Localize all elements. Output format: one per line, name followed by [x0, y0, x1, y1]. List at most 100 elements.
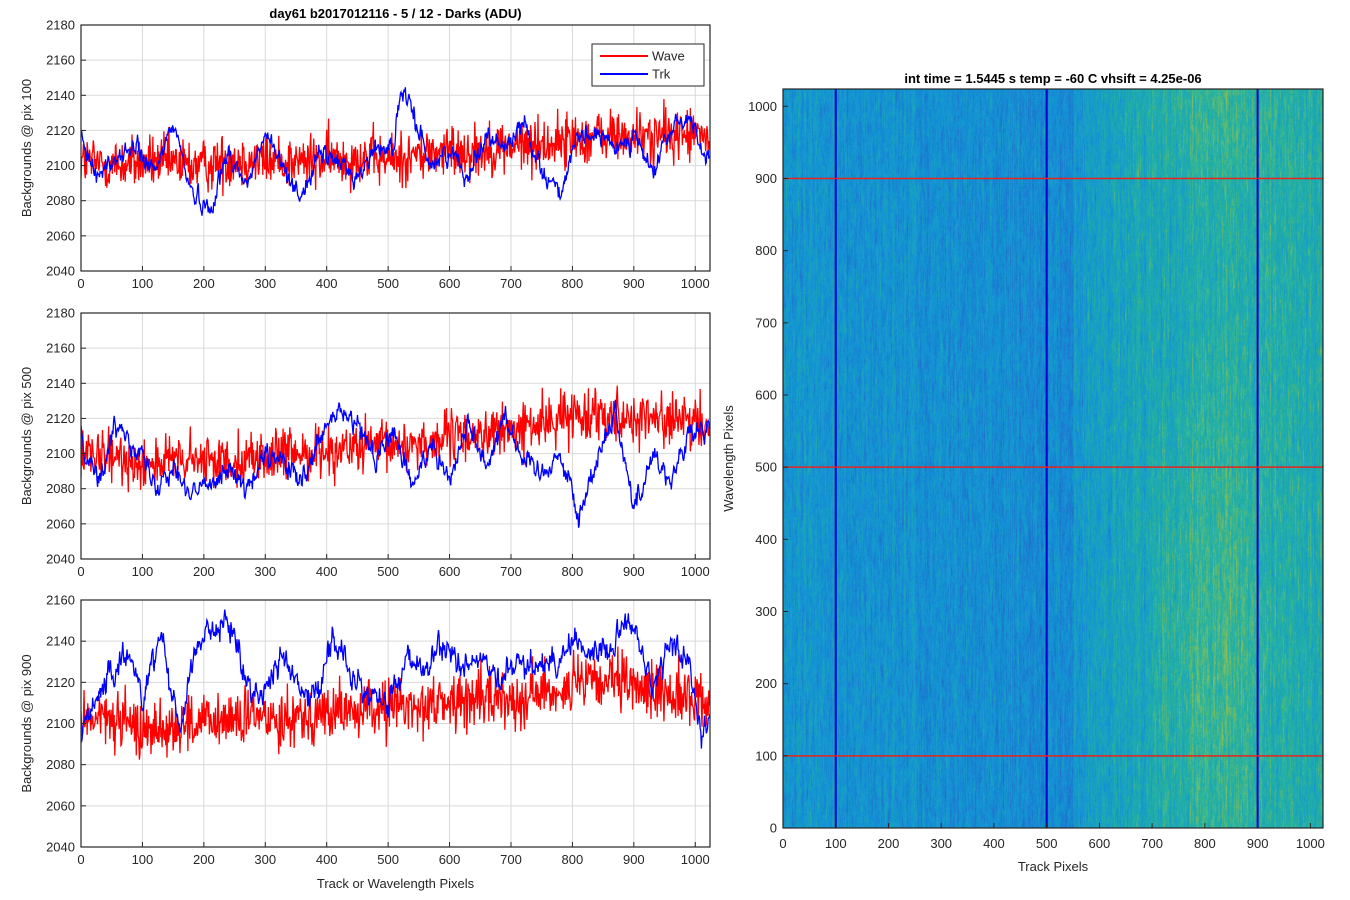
x-axis-label: Track Pixels — [1018, 859, 1089, 874]
x-tick-label: 700 — [500, 564, 522, 579]
y-tick-label: 700 — [755, 315, 777, 330]
y-tick-label: 2120 — [46, 123, 75, 138]
y-tick-label: 2040 — [46, 552, 75, 567]
y-tick-label: 100 — [755, 748, 777, 763]
y-tick-label: 2060 — [46, 798, 75, 813]
y-axis-label: Backgrounds @ pix 500 — [19, 367, 34, 505]
x-tick-label: 100 — [132, 564, 154, 579]
y-tick-label: 2160 — [46, 341, 75, 356]
line-panel-pix500: 0 100 200 300 400 500 600 700 800 900 1000 2040 2060… — [19, 306, 711, 579]
y-tick-label: 2100 — [46, 446, 75, 461]
x-tick-label: 1000 — [1296, 836, 1325, 851]
y-tick-label: 2100 — [46, 158, 75, 173]
x-tick-label: 1000 — [681, 276, 710, 291]
legend-wave-label: Wave — [652, 49, 685, 64]
x-tick-label: 800 — [562, 276, 584, 291]
x-tick-label: 400 — [316, 852, 338, 867]
x-tick-label: 500 — [377, 564, 399, 579]
x-tick-label: 100 — [132, 852, 154, 867]
heatmap-panel: 0 100 200 300 400 500 600 700 800 900 1000 0 100 200 3… — [721, 88, 1325, 874]
x-tick-label: 300 — [930, 836, 952, 851]
y-tick-label: 2140 — [46, 376, 75, 391]
x-tick-label: 700 — [500, 852, 522, 867]
x-tick-label: 0 — [77, 276, 84, 291]
x-tick-label: 500 — [377, 852, 399, 867]
x-tick-label: 600 — [1089, 836, 1111, 851]
y-axis-label: Backgrounds @ pix 900 — [19, 654, 34, 792]
y-tick-label: 500 — [755, 460, 777, 475]
series-trk-line — [81, 87, 710, 216]
line-panel-pix900: 0 100 200 300 400 500 600 700 800 900 1000 2040 2060… — [19, 593, 711, 891]
legend: Wave Trk — [591, 43, 705, 87]
heatmap-frame — [782, 88, 1324, 829]
x-tick-label: 400 — [316, 276, 338, 291]
x-tick-label: 200 — [193, 276, 215, 291]
y-tick-label: 2080 — [46, 481, 75, 496]
x-tick-label: 800 — [1194, 836, 1216, 851]
series-trk-line — [81, 609, 710, 749]
x-axis-label: Track or Wavelength Pixels — [317, 876, 475, 891]
y-tick-label: 2120 — [46, 675, 75, 690]
x-tick-label: 600 — [439, 564, 461, 579]
y-tick-label: 2180 — [46, 306, 75, 321]
y-tick-label: 1000 — [748, 99, 777, 114]
y-tick-label: 2180 — [46, 18, 75, 33]
x-tick-label: 0 — [779, 836, 786, 851]
x-tick-label: 500 — [1036, 836, 1058, 851]
x-tick-label: 1000 — [681, 852, 710, 867]
y-tick-label: 2160 — [46, 53, 75, 68]
heatmap-title: int time = 1.5445 s temp = -60 C vhsift … — [904, 71, 1201, 86]
x-tick-label: 200 — [193, 564, 215, 579]
x-tick-label: 900 — [623, 276, 645, 291]
x-tick-label: 300 — [254, 852, 276, 867]
x-tick-label: 900 — [623, 564, 645, 579]
y-tick-label: 2100 — [46, 716, 75, 731]
y-tick-label: 0 — [770, 821, 777, 836]
y-tick-label: 2080 — [46, 757, 75, 772]
x-tick-label: 1000 — [681, 564, 710, 579]
y-tick-label: 2040 — [46, 840, 75, 855]
x-tick-label: 400 — [316, 564, 338, 579]
x-tick-label: 800 — [562, 852, 584, 867]
x-tick-label: 300 — [254, 276, 276, 291]
axes-frame — [80, 24, 711, 272]
x-tick-label: 800 — [562, 564, 584, 579]
y-tick-label: 800 — [755, 243, 777, 258]
y-tick-label: 2080 — [46, 193, 75, 208]
x-tick-label: 0 — [77, 564, 84, 579]
y-tick-label: 2120 — [46, 411, 75, 426]
x-tick-label: 200 — [193, 852, 215, 867]
left-chart-title: day61 b2017012116 - 5 / 12 - Darks (ADU) — [269, 6, 521, 21]
y-tick-label: 2060 — [46, 228, 75, 243]
heatmap-image — [783, 89, 1323, 828]
x-tick-label: 100 — [825, 836, 847, 851]
x-tick-label: 500 — [377, 276, 399, 291]
x-tick-label: 900 — [1247, 836, 1269, 851]
y-tick-label: 200 — [755, 676, 777, 691]
y-axis-label: Backgrounds @ pix 100 — [19, 79, 34, 217]
y-tick-label: 900 — [755, 171, 777, 186]
x-tick-label: 0 — [77, 852, 84, 867]
y-axis-label: Wavelength Pixels — [721, 405, 736, 512]
y-tick-label: 2040 — [46, 264, 75, 279]
x-tick-label: 100 — [132, 276, 154, 291]
series-trk-line — [81, 399, 710, 528]
x-tick-label: 600 — [439, 852, 461, 867]
legend-trk-label: Trk — [652, 67, 671, 82]
y-tick-label: 400 — [755, 532, 777, 547]
x-tick-label: 700 — [1141, 836, 1163, 851]
y-tick-label: 2060 — [46, 516, 75, 531]
y-tick-label: 600 — [755, 387, 777, 402]
legend-box — [591, 43, 705, 87]
y-tick-label: 2140 — [46, 88, 75, 103]
series-wave-line — [81, 646, 710, 760]
x-tick-label: 300 — [254, 564, 276, 579]
x-tick-label: 400 — [983, 836, 1005, 851]
x-tick-label: 900 — [623, 852, 645, 867]
axes-frame — [80, 312, 711, 560]
x-tick-label: 600 — [439, 276, 461, 291]
x-tick-label: 200 — [878, 836, 900, 851]
x-tick-label: 700 — [500, 276, 522, 291]
y-tick-label: 2160 — [46, 593, 75, 608]
